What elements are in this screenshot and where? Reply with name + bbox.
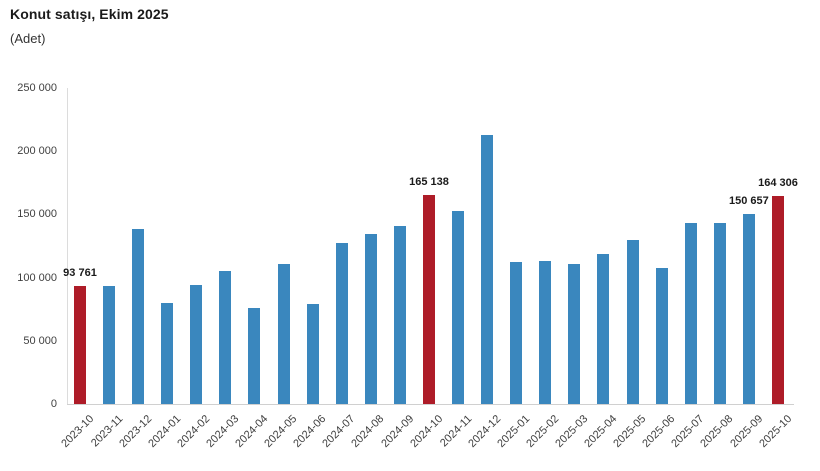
- bar-2025-04: [597, 254, 610, 404]
- bar-2025-08: [713, 222, 726, 404]
- x-axis-line: [67, 404, 794, 405]
- y-axis-tick-label: 150 000: [17, 208, 57, 221]
- bar-2024-09: [393, 225, 406, 404]
- bar-2025-02: [539, 261, 552, 404]
- bar-value-label-2024-10: 165 138: [409, 176, 449, 189]
- bar-2023-10: [74, 285, 86, 404]
- y-axis: 0 50 000 100 000 150 000 200 000 250 000: [0, 82, 57, 410]
- bar-value-label-2023-10: 93 761: [63, 266, 97, 279]
- bar-2023-12: [132, 228, 145, 404]
- bar-2024-03: [219, 270, 232, 404]
- x-axis-tick-label: 2023-10: [58, 412, 96, 450]
- plot-area: 93 761 165 138 150 657 164 306: [63, 88, 798, 404]
- bar-2024-05: [277, 264, 290, 404]
- bar-2025-07: [684, 223, 697, 404]
- bar-2024-10: [422, 195, 435, 404]
- bar-2024-07: [335, 243, 348, 404]
- bar-2024-12: [481, 135, 494, 404]
- y-axis-tick-label: 0: [50, 398, 57, 410]
- bar-2025-05: [626, 239, 639, 404]
- bar-2024-04: [248, 308, 261, 404]
- bar-2025-06: [655, 267, 668, 404]
- bar-value-label-2025-10: 164 306: [758, 177, 798, 190]
- chart-subtitle: (Adet): [10, 31, 46, 46]
- bar-2024-08: [364, 234, 377, 404]
- y-axis-tick-label: 250 000: [17, 82, 57, 94]
- bar-2023-11: [103, 286, 116, 404]
- x-axis: 2023-10 2023-11 2023-12 2024-01 2024-02 2024-…: [59, 404, 794, 471]
- y-axis-tick-label: 200 000: [17, 145, 57, 158]
- bar-2025-09: [742, 213, 755, 404]
- bar-2024-11: [452, 210, 465, 404]
- bar-value-label-2025-09: 150 657: [729, 194, 769, 207]
- bar-2024-06: [306, 303, 319, 404]
- bar-2025-10: [771, 196, 784, 404]
- bar-2024-01: [161, 302, 174, 404]
- bar-2025-03: [568, 263, 581, 404]
- y-axis-tick-label: 100 000: [17, 271, 57, 284]
- bar-2024-02: [190, 285, 203, 404]
- y-axis-line: [67, 88, 68, 405]
- bar-2025-01: [510, 262, 523, 404]
- chart-title: Konut satışı, Ekim 2025: [10, 6, 169, 22]
- y-axis-tick-label: 50 000: [23, 334, 57, 347]
